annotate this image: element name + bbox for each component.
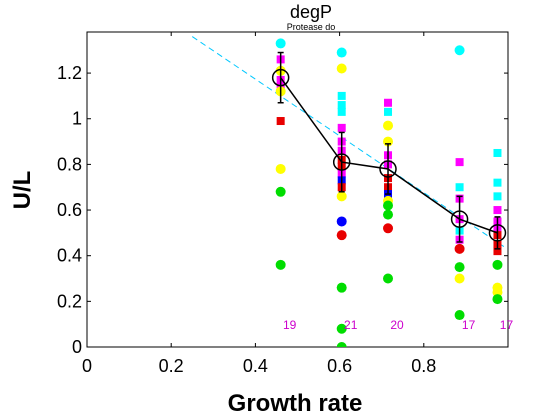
data-point-circle: [492, 287, 503, 298]
data-point-circle: [336, 47, 347, 58]
data-point-square: [493, 178, 502, 187]
data-point-circle: [454, 262, 465, 273]
data-point-circle: [336, 216, 347, 227]
data-point-square: [384, 107, 393, 116]
sample-count-label: 21: [344, 318, 358, 332]
mean-marker: [450, 210, 469, 228]
fit-line: [191, 36, 505, 247]
data-point-circle: [336, 191, 347, 202]
data-point-square: [493, 247, 502, 256]
data-point-square: [337, 123, 346, 132]
data-point-square: [276, 117, 285, 126]
mean-marker: [332, 153, 351, 171]
data-point-circle: [454, 45, 465, 56]
mean-marker: [379, 160, 397, 178]
data-point-circle: [336, 342, 347, 347]
sample-count-label: 19: [283, 318, 297, 332]
x-axis-label: Growth rate: [228, 390, 363, 417]
y-tick-label: 1: [72, 109, 82, 129]
mean-marker: [488, 224, 507, 242]
mean-marker: [271, 68, 290, 87]
data-point-square: [455, 158, 464, 167]
x-tick-label: 0.2: [159, 356, 184, 376]
data-point-circle: [383, 120, 394, 131]
x-tick-label: 0.8: [411, 356, 436, 376]
data-point-circle: [492, 259, 503, 270]
y-tick-label: 0.4: [57, 246, 82, 266]
y-tick-label: 0.2: [57, 291, 82, 311]
data-point-circle: [383, 223, 394, 234]
sample-count-label: 17: [500, 318, 514, 332]
chart-title: degP: [290, 2, 332, 22]
data-point-square: [337, 101, 346, 110]
data-point-circle: [383, 209, 394, 220]
data-point-circle: [454, 243, 465, 254]
mean-line: [280, 77, 498, 234]
data-point-circle: [492, 294, 503, 305]
data-point-circle: [336, 63, 347, 74]
data-point-square: [384, 98, 393, 107]
data-point-square: [493, 192, 502, 201]
data-point-circle: [336, 282, 347, 293]
x-tick-label: 0.4: [243, 356, 268, 376]
plot-content: [191, 36, 507, 347]
data-point-circle: [383, 273, 394, 284]
data-point-square: [337, 91, 346, 100]
data-point-circle: [454, 310, 465, 321]
data-point-circle: [275, 186, 286, 197]
y-axis-label: U/L: [9, 171, 36, 210]
x-tick-label: 0: [82, 356, 92, 376]
data-point-square: [493, 206, 502, 215]
data-point-circle: [275, 259, 286, 270]
sample-count-label: 20: [390, 318, 404, 332]
y-tick-label: 0.6: [57, 200, 82, 220]
data-point-circle: [454, 273, 465, 284]
y-tick-label: 0.8: [57, 154, 82, 174]
data-point-circle: [275, 38, 286, 49]
data-point-circle: [383, 200, 394, 211]
y-tick-label: 0: [72, 337, 82, 357]
sample-count-label: 17: [462, 318, 476, 332]
data-point-square: [455, 183, 464, 192]
data-point-circle: [336, 230, 347, 241]
data-point-square: [493, 148, 502, 157]
chart-subtitle: Protease do: [287, 22, 336, 32]
y-tick-label: 1.2: [57, 63, 82, 83]
data-point-circle: [336, 323, 347, 334]
data-point-circle: [275, 163, 286, 174]
x-tick-label: 0.6: [327, 356, 352, 376]
plot-area: 0 0.2 0.4 0.6 0.8 0 0.2 0.4 0.6 0.8 1 1.2 19 21 20 17 17: [57, 31, 514, 376]
plot-frame: [86, 31, 509, 348]
data-point-square: [337, 107, 346, 116]
